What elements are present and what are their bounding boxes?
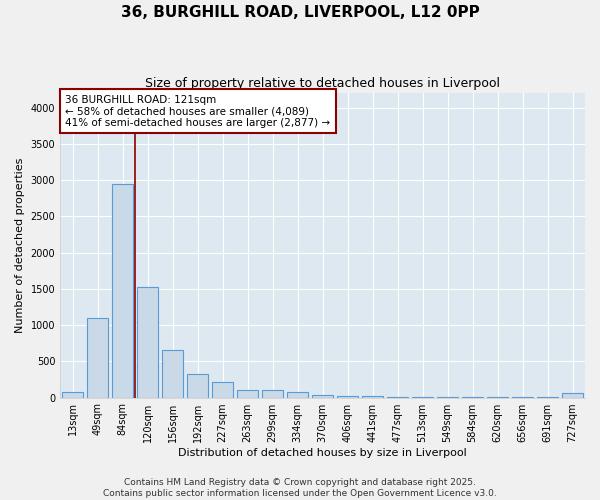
Bar [112, 184, 133, 398]
Bar [287, 392, 308, 398]
Bar [337, 396, 358, 398]
Bar [137, 288, 158, 398]
Bar [387, 397, 408, 398]
Bar [162, 350, 183, 398]
Title: Size of property relative to detached houses in Liverpool: Size of property relative to detached ho… [145, 78, 500, 90]
Bar [87, 318, 108, 398]
Bar [412, 397, 433, 398]
Bar [237, 390, 258, 398]
Bar [212, 382, 233, 398]
Bar [562, 393, 583, 398]
Text: 36 BURGHILL ROAD: 121sqm
← 58% of detached houses are smaller (4,089)
41% of sem: 36 BURGHILL ROAD: 121sqm ← 58% of detach… [65, 94, 331, 128]
Bar [362, 396, 383, 398]
X-axis label: Distribution of detached houses by size in Liverpool: Distribution of detached houses by size … [178, 448, 467, 458]
Bar [187, 374, 208, 398]
Text: 36, BURGHILL ROAD, LIVERPOOL, L12 0PP: 36, BURGHILL ROAD, LIVERPOOL, L12 0PP [121, 5, 479, 20]
Y-axis label: Number of detached properties: Number of detached properties [15, 158, 25, 333]
Text: Contains HM Land Registry data © Crown copyright and database right 2025.
Contai: Contains HM Land Registry data © Crown c… [103, 478, 497, 498]
Bar [312, 396, 333, 398]
Bar [262, 390, 283, 398]
Bar [62, 392, 83, 398]
